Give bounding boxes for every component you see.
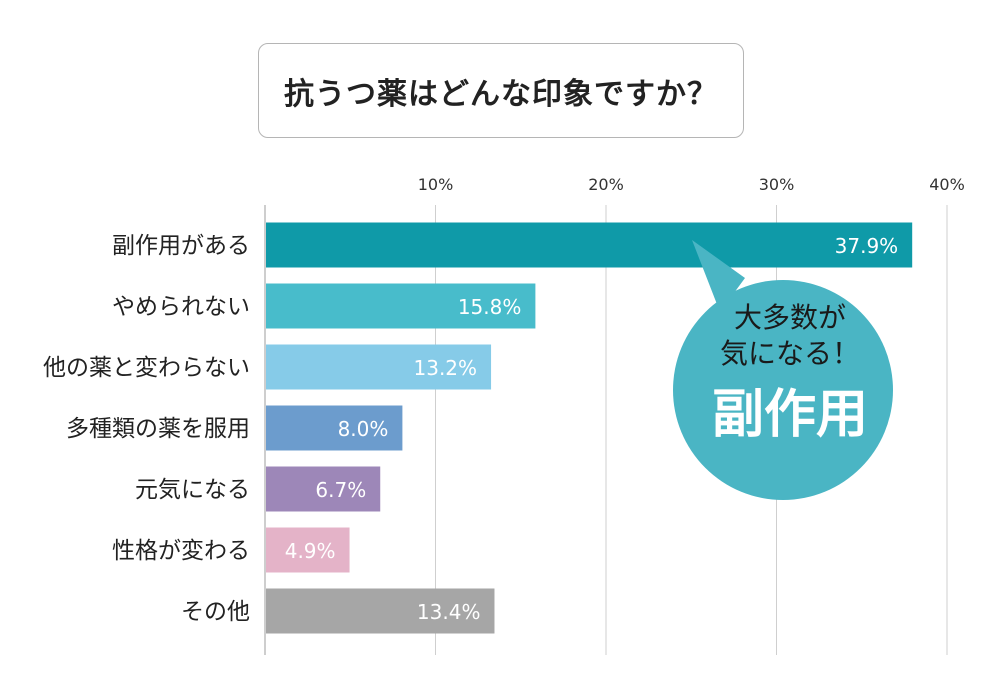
bar [266, 222, 913, 268]
value-label: 4.9% [285, 539, 336, 563]
x-tick-label: 30% [759, 175, 795, 194]
title-box: 抗うつ薬はどんな印象ですか？ [258, 43, 744, 138]
category-label: 多種類の薬を服用 [66, 416, 250, 442]
category-label: 元気になる [135, 477, 250, 503]
category-label: やめられない [112, 294, 250, 320]
chart-title: 抗うつ薬はどんな印象ですか？ [284, 76, 718, 112]
callout-pointer [692, 240, 745, 312]
callout-bubble [673, 280, 893, 500]
value-label: 13.2% [414, 356, 478, 380]
category-label: 副作用がある [112, 233, 250, 259]
bar [266, 527, 350, 573]
value-label: 15.8% [458, 295, 522, 319]
bar [266, 344, 492, 390]
x-tick-label: 20% [588, 175, 624, 194]
category-label: 性格が変わる [112, 538, 250, 564]
x-tick-label: 40% [929, 175, 965, 194]
x-tick-label: 10% [418, 175, 454, 194]
bar [266, 466, 381, 512]
bar [266, 283, 536, 329]
value-label: 8.0% [338, 417, 389, 441]
bar [266, 588, 495, 634]
category-label: その他 [181, 599, 250, 625]
value-label: 37.9% [835, 234, 899, 258]
value-label: 6.7% [315, 478, 366, 502]
bar [266, 405, 403, 451]
category-label: 他の薬と変わらない [43, 355, 250, 381]
value-label: 13.4% [417, 600, 481, 624]
